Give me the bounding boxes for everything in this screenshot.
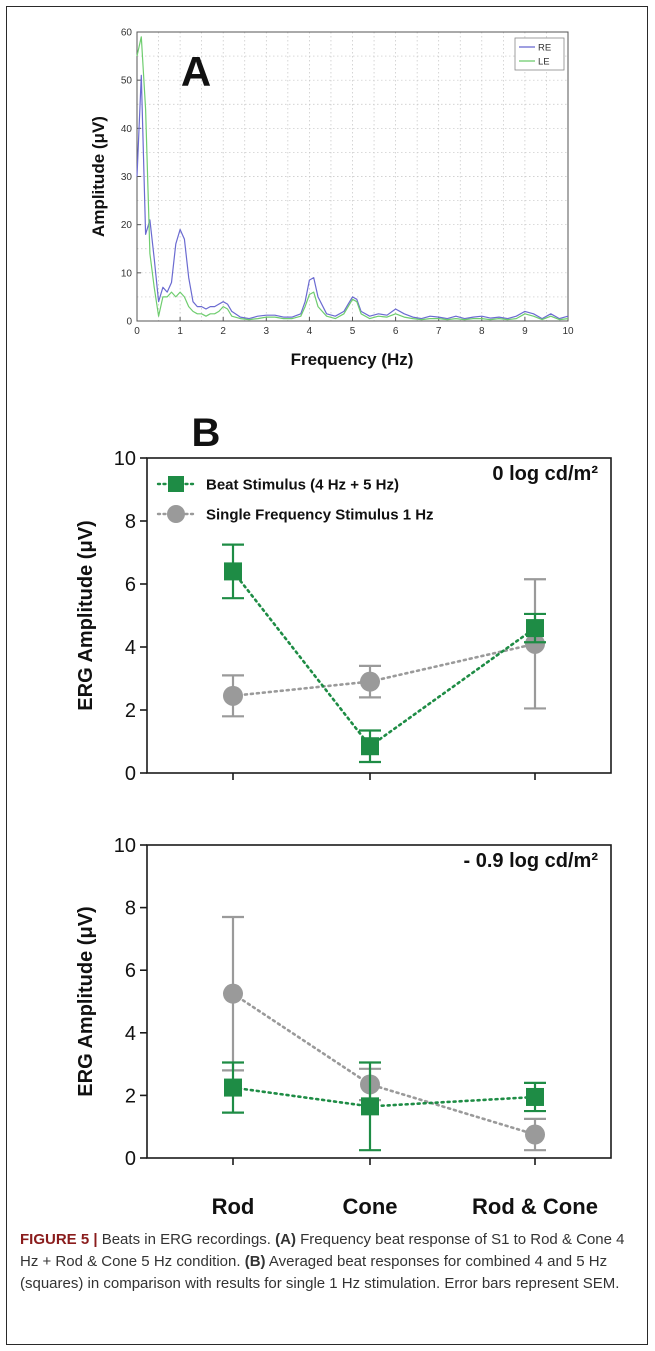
data-point-circle	[223, 983, 243, 1004]
x-tick-label: 9	[522, 326, 528, 337]
series-line-re	[136, 74, 569, 320]
data-point-square	[224, 1078, 242, 1097]
x-tick-label: 0	[134, 326, 140, 337]
data-point-square	[224, 562, 242, 581]
panel-label-a: A	[181, 48, 211, 95]
caption-text-3: Averaged beat responses for combined 4 a…	[20, 1253, 620, 1292]
x-tick-label: 1	[177, 326, 183, 337]
figure-caption: FIGURE 5 | Beats in ERG recordings. (A) …	[20, 1229, 635, 1295]
series-connector-beat	[231, 570, 537, 748]
category-label: Rod & Cone	[472, 1194, 598, 1219]
data-point-square	[361, 1097, 379, 1116]
legend-label: Beat Stimulus (4 Hz + 5 Hz)	[206, 477, 399, 494]
y-tick-label: 10	[121, 268, 133, 279]
panel-a: 0 1 2 3 4 5 6 7 8 9 10 0 10 20 30 40 50 60 RE LE A Frequency …	[89, 28, 574, 370]
data-point-circle	[223, 685, 243, 706]
x-tick-label: 4	[307, 326, 313, 337]
data-point-circle	[360, 671, 380, 692]
legend-marker-square	[168, 476, 184, 492]
y-tick-label: 0	[126, 317, 132, 328]
y-tick-label: 2	[125, 1085, 136, 1107]
x-axis-title: Frequency (Hz)	[291, 350, 414, 369]
y-axis-title: ERG Amplitude (μV)	[75, 906, 97, 1096]
caption-b-label: (B)	[244, 1253, 266, 1270]
plot-frame	[146, 457, 612, 774]
caption-a-label: (A)	[275, 1231, 296, 1248]
series-line-le	[136, 36, 569, 321]
legend-label-re: RE	[538, 43, 551, 54]
series-connector-single	[231, 992, 537, 1136]
series-connector-beat	[231, 1086, 537, 1108]
x-tick-label: 7	[436, 326, 442, 337]
panel-b-chart-2: 0 2 4 6 8 10 ERG Amplitude (μV) - 0.9 log cd/m²	[75, 835, 612, 1170]
data-point-square	[526, 619, 544, 638]
y-tick-label: 10	[114, 448, 136, 470]
data-point-circle	[525, 1124, 545, 1145]
category-label: Cone	[343, 1194, 398, 1219]
y-tick-label: 8	[125, 511, 136, 533]
caption-text-2: Frequency beat response of S1 to Rod & C…	[20, 1231, 625, 1270]
y-tick-label: 0	[125, 763, 136, 785]
x-tick-label: 5	[350, 326, 356, 337]
panel-label-b: B	[192, 411, 221, 455]
y-tick-label: 20	[121, 220, 133, 231]
legend-box	[514, 37, 565, 71]
x-tick-label: 6	[393, 326, 399, 337]
category-label: Rod	[212, 1194, 255, 1219]
data-point-circle	[525, 633, 545, 654]
y-tick-label: 60	[121, 28, 133, 39]
y-axis-title: Amplitude (μV)	[89, 116, 108, 237]
legend-label: Single Frequency Stimulus 1 Hz	[206, 507, 434, 524]
y-tick-label: 8	[125, 898, 136, 920]
y-tick-label: 4	[125, 637, 136, 659]
figure-frame	[6, 6, 648, 1345]
y-tick-label: 40	[121, 124, 133, 135]
caption-lead: FIGURE 5 |	[20, 1231, 98, 1248]
x-tick-label: 8	[479, 326, 485, 337]
y-tick-label: 6	[125, 574, 136, 596]
panel-b-legend: Beat Stimulus (4 Hz + 5 Hz) Single Freque…	[156, 476, 434, 524]
caption-text-1: Beats in ERG recordings.	[97, 1231, 276, 1248]
y-axis-title: ERG Amplitude (μV)	[75, 520, 97, 710]
y-tick-label: 6	[125, 960, 136, 982]
y-tick-label: 50	[121, 76, 133, 87]
y-tick-label: 0	[125, 1148, 136, 1170]
panel-b-chart-1: 0 2 4 6 8 10 ERG Amplitude (μV) 0 log cd/m² Beat…	[75, 411, 612, 785]
panel-condition-title: 0 log cd/m²	[492, 463, 598, 485]
data-point-square	[526, 1087, 544, 1106]
y-tick-label: 2	[125, 700, 136, 722]
legend-label-le: LE	[538, 57, 550, 68]
panel-a-legend: RE LE	[514, 37, 565, 71]
legend-marker-circle	[167, 505, 185, 523]
y-tick-label: 30	[121, 172, 133, 183]
figure-canvas: 0 1 2 3 4 5 6 7 8 9 100102030405060RELEAFrequency …	[75, 28, 612, 1219]
plot-frame	[146, 844, 612, 1159]
x-tick-label: 2	[220, 326, 226, 337]
data-point-square	[361, 737, 379, 756]
series-connector-single	[231, 642, 537, 698]
y-tick-label: 10	[114, 835, 136, 857]
panel-a-grid	[137, 32, 568, 321]
x-tick-label: 10	[562, 326, 574, 337]
y-tick-label: 4	[125, 1023, 136, 1045]
x-tick-label: 3	[264, 326, 270, 337]
panel-condition-title: - 0.9 log cd/m²	[464, 850, 599, 872]
